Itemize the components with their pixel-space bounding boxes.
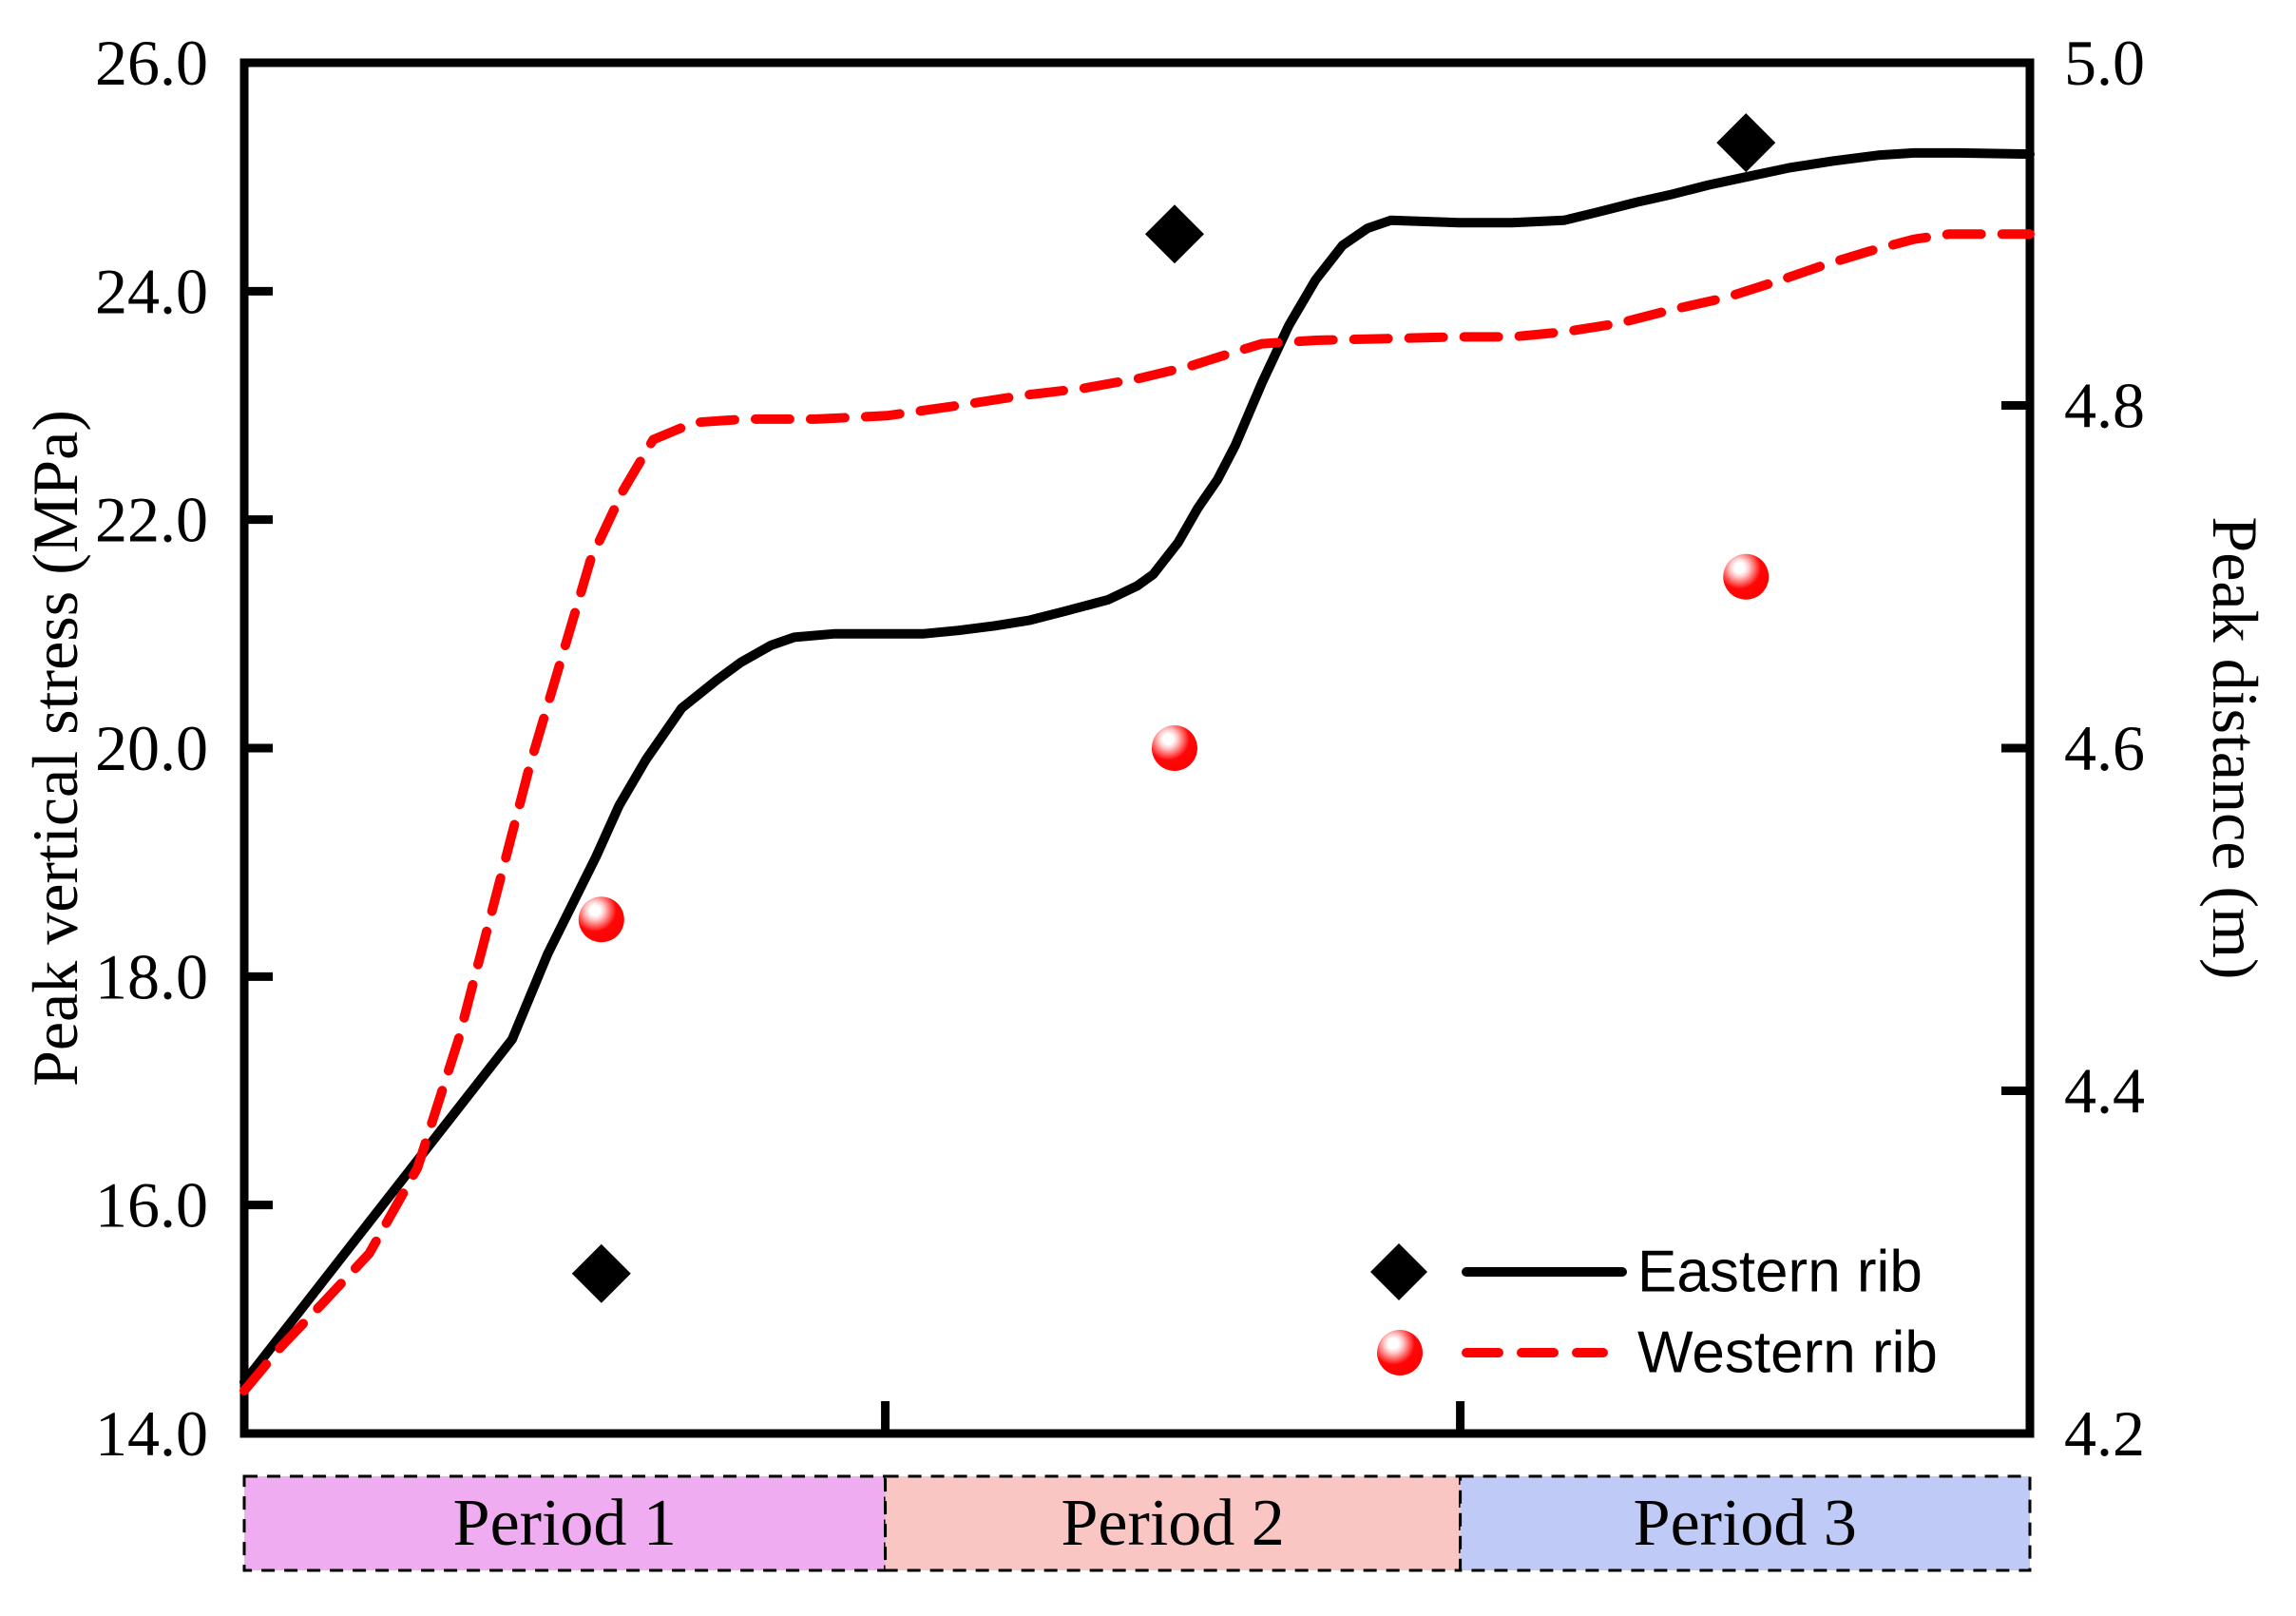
left-axis-tick-label: 22.0	[95, 484, 208, 556]
left-axis-tick-label: 18.0	[95, 940, 208, 1012]
legend-eastern-label: Eastern rib	[1637, 1240, 1923, 1305]
left-axis-tick-label: 24.0	[95, 255, 208, 327]
right-axis-tick-label: 4.8	[2064, 370, 2145, 442]
left-axis-tick-label: 16.0	[95, 1169, 208, 1241]
eastern-rib-marker-2	[1144, 204, 1204, 264]
legend-eastern-diamond-icon	[1370, 1243, 1427, 1300]
western-rib-marker-3	[1723, 553, 1770, 600]
western-rib-marker-2	[1151, 725, 1197, 771]
period-band-3	[1459, 1474, 2032, 1572]
period-label-1: Period 1	[453, 1487, 677, 1560]
eastern-rib-marker-1	[571, 1243, 631, 1303]
period-label-2: Period 2	[1061, 1487, 1284, 1560]
right-axis-title: Peak distance (m)	[2199, 516, 2271, 979]
period-band-1	[242, 1474, 888, 1572]
right-axis-tick-label: 4.4	[2064, 1055, 2145, 1127]
left-axis-tick-label: 26.0	[95, 27, 208, 99]
right-axis-tick-label: 4.6	[2064, 712, 2145, 784]
eastern-rib-marker-3	[1716, 113, 1776, 173]
right-axis-tick-label: 5.0	[2064, 27, 2145, 99]
plot-frame	[239, 58, 2035, 1438]
left-axis-tick-label: 14.0	[95, 1397, 208, 1470]
period-label-3: Period 3	[1634, 1487, 1857, 1560]
period-band-2	[884, 1474, 1463, 1572]
legend-western-label: Western rib	[1637, 1320, 1938, 1386]
legend-western-sphere-icon	[1377, 1330, 1423, 1376]
western-rib-line	[239, 229, 2035, 1395]
western-rib-marker-1	[578, 896, 624, 943]
left-axis-title: Peak vertical stress (MPa)	[19, 410, 91, 1087]
right-axis-tick-label: 4.2	[2064, 1397, 2145, 1470]
eastern-rib-line	[239, 147, 2035, 1387]
left-axis-tick-label: 20.0	[95, 712, 208, 784]
